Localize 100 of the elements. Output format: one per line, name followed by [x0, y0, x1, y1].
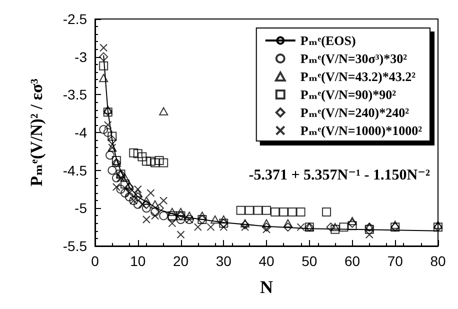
point	[168, 208, 177, 216]
y-tick-label: -5.5	[62, 238, 88, 254]
point	[108, 136, 117, 145]
point	[262, 206, 271, 215]
point	[133, 149, 142, 158]
point	[240, 220, 250, 230]
point	[159, 158, 168, 168]
point	[339, 222, 348, 232]
point	[184, 212, 194, 220]
x-tick-label: 50	[302, 253, 318, 269]
point	[150, 200, 160, 208]
legend-label: Pₘᵉ(V/N=90)*90²	[300, 87, 396, 102]
y-tick-label: -5	[74, 200, 88, 216]
x-tick-label: 80	[430, 253, 446, 269]
point	[138, 152, 147, 162]
point	[198, 212, 207, 220]
point	[103, 128, 112, 137]
point	[104, 120, 112, 129]
x-tick-label: 60	[344, 253, 360, 269]
point	[176, 208, 186, 216]
annotation: -5.371 + 5.357N⁻¹ - 1.150N⁻²	[248, 168, 431, 184]
point	[283, 222, 292, 232]
point	[116, 184, 126, 194]
point	[262, 219, 271, 228]
point	[348, 221, 357, 230]
point	[253, 206, 262, 215]
point	[112, 173, 121, 182]
point	[116, 174, 125, 182]
point	[348, 218, 357, 228]
x-axis-title: N	[260, 277, 273, 297]
x-tick-label: 0	[91, 253, 100, 269]
point	[99, 74, 108, 82]
point	[99, 61, 108, 70]
legend-label: Pₘᵉ(V/N=1000)*1000²	[300, 123, 422, 138]
point	[129, 148, 138, 158]
point	[206, 223, 215, 232]
y-tick-label: -4.5	[62, 162, 88, 178]
legend-label: Pₘᵉ(EOS)	[300, 33, 356, 48]
point	[146, 189, 155, 198]
point	[348, 216, 357, 226]
y-tick-label: -4	[74, 124, 88, 140]
x-tick-label: 30	[216, 253, 232, 269]
y-axis-title: Pₘᵉ(V/N)² / εσ³	[27, 78, 46, 186]
point	[150, 158, 160, 168]
point	[434, 220, 442, 229]
point	[154, 204, 164, 213]
point	[106, 150, 114, 160]
y-tick-label: -3	[74, 48, 88, 65]
point	[99, 52, 108, 62]
point	[125, 189, 134, 198]
point	[236, 206, 246, 215]
point	[241, 223, 250, 232]
y-tick-label: -2.5	[62, 11, 88, 27]
point	[159, 107, 168, 116]
point	[133, 192, 142, 202]
point	[142, 196, 151, 205]
point	[364, 224, 374, 234]
point	[270, 207, 280, 216]
point	[365, 230, 374, 239]
legend-label: Pₘᵉ(V/N=30σ³)*30²	[300, 51, 408, 66]
point	[120, 174, 130, 182]
point	[296, 223, 305, 232]
point	[176, 230, 185, 239]
point	[112, 156, 121, 165]
point	[160, 196, 168, 205]
point	[112, 182, 120, 191]
point	[150, 207, 160, 216]
point	[120, 188, 130, 198]
point	[210, 215, 220, 224]
x-tick-label: 10	[130, 253, 146, 269]
point	[219, 215, 228, 224]
point	[244, 206, 254, 215]
point	[322, 207, 332, 216]
point	[330, 224, 340, 234]
point	[262, 225, 270, 234]
point	[194, 223, 202, 232]
point	[330, 222, 340, 232]
point	[142, 156, 151, 166]
point	[176, 215, 186, 224]
point	[99, 124, 108, 134]
point	[168, 219, 176, 228]
point	[103, 106, 112, 114]
point	[108, 166, 117, 175]
point	[138, 200, 146, 208]
x-tick-label: 70	[387, 253, 404, 269]
point	[124, 192, 134, 202]
legend-label: Pₘᵉ(V/N=240)*240²	[300, 105, 410, 120]
point	[390, 220, 400, 229]
point	[283, 219, 292, 228]
point	[279, 207, 288, 216]
point	[134, 185, 142, 194]
point	[108, 132, 117, 141]
point	[154, 156, 164, 165]
point	[142, 200, 151, 209]
point	[326, 222, 336, 232]
x-tick-label: 40	[258, 253, 274, 269]
point	[120, 179, 130, 188]
point	[262, 222, 271, 232]
point	[159, 211, 168, 220]
point	[240, 219, 250, 228]
